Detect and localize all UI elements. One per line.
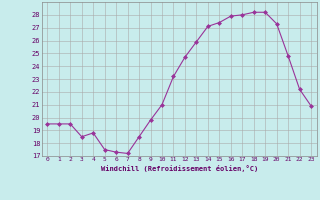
X-axis label: Windchill (Refroidissement éolien,°C): Windchill (Refroidissement éolien,°C) — [100, 165, 258, 172]
